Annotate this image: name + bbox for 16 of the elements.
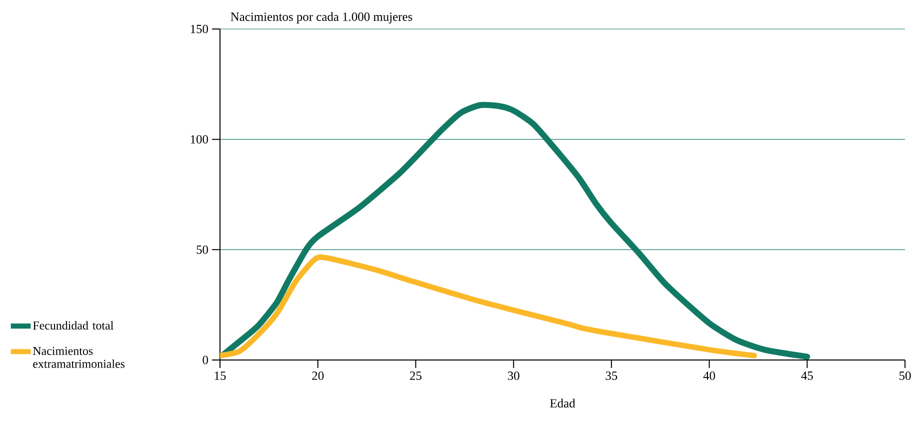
x-tick-label: 20 (312, 372, 324, 380)
legend-label: Nacimientos extramatrimoniales (33, 346, 125, 368)
x-tick-label: 45 (801, 372, 813, 380)
x-tick-label: 40 (703, 372, 716, 380)
x-tick-label: 30 (508, 372, 520, 380)
y-axis-title: Nacimientos por cada 1.000 mujeres (230, 12, 412, 24)
y-tick-label: 50 (196, 245, 208, 254)
x-axis-title: Edad (550, 398, 576, 408)
x-tick-label: 25 (410, 372, 422, 380)
y-tick-label: 150 (190, 24, 208, 34)
x-tick-label: 50 (899, 372, 911, 380)
legend-label: Fecundidad total (33, 321, 114, 330)
y-tick-label: 100 (190, 135, 208, 144)
y-tick-label: 0 (202, 356, 208, 364)
x-tick-label: 15 (214, 372, 226, 380)
x-tick-label: 35 (606, 372, 618, 380)
